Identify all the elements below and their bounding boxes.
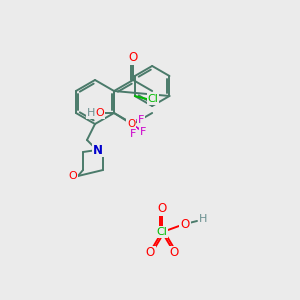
Text: O: O: [158, 202, 166, 215]
Text: O: O: [96, 108, 104, 118]
Text: O: O: [128, 51, 138, 64]
Text: H: H: [199, 214, 207, 224]
Text: Cl: Cl: [157, 227, 167, 237]
Text: O: O: [69, 171, 77, 181]
Text: N: N: [93, 143, 103, 157]
Text: O: O: [127, 119, 135, 129]
Text: O: O: [169, 247, 178, 260]
Text: F: F: [140, 127, 146, 137]
Text: Cl: Cl: [147, 94, 158, 104]
Text: F: F: [130, 129, 136, 139]
Text: F: F: [138, 115, 144, 125]
Text: O: O: [180, 218, 190, 230]
Text: H: H: [87, 108, 95, 118]
Text: O: O: [146, 247, 154, 260]
